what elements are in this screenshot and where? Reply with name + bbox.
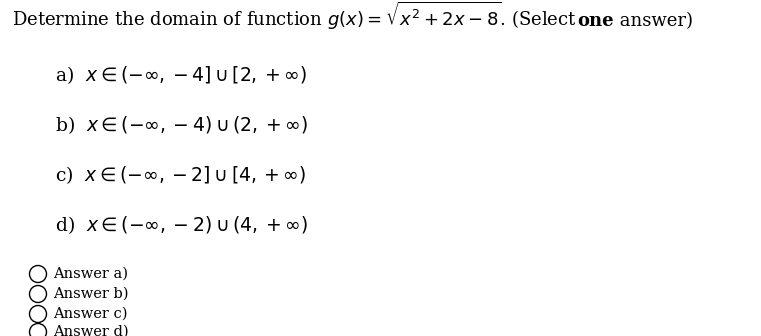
- Text: Answer a): Answer a): [53, 267, 129, 281]
- Text: Answer b): Answer b): [53, 287, 129, 301]
- Text: Determine the domain of function $g(x) = \sqrt{x^{2} + 2x - 8}$. (Select: Determine the domain of function $g(x) =…: [12, 0, 577, 32]
- Text: Answer d): Answer d): [53, 325, 129, 336]
- Text: Answer c): Answer c): [53, 307, 128, 321]
- Text: b)  $x \in (-\infty, -4) \cup (2, +\infty)$: b) $x \in (-\infty, -4) \cup (2, +\infty…: [55, 114, 307, 136]
- Text: a)  $x \in (-\infty, -4] \cup [2, +\infty)$: a) $x \in (-\infty, -4] \cup [2, +\infty…: [55, 64, 307, 86]
- Text: c)  $x \in (-\infty, -2] \cup [4, +\infty)$: c) $x \in (-\infty, -2] \cup [4, +\infty…: [55, 164, 306, 186]
- Text: one: one: [577, 12, 613, 30]
- Text: answer): answer): [613, 12, 693, 30]
- Text: d)  $x \in (-\infty, -2) \cup (4, +\infty)$: d) $x \in (-\infty, -2) \cup (4, +\infty…: [55, 214, 307, 236]
